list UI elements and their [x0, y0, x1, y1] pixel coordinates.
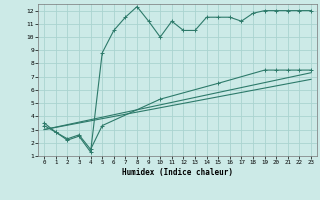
X-axis label: Humidex (Indice chaleur): Humidex (Indice chaleur)	[122, 168, 233, 177]
